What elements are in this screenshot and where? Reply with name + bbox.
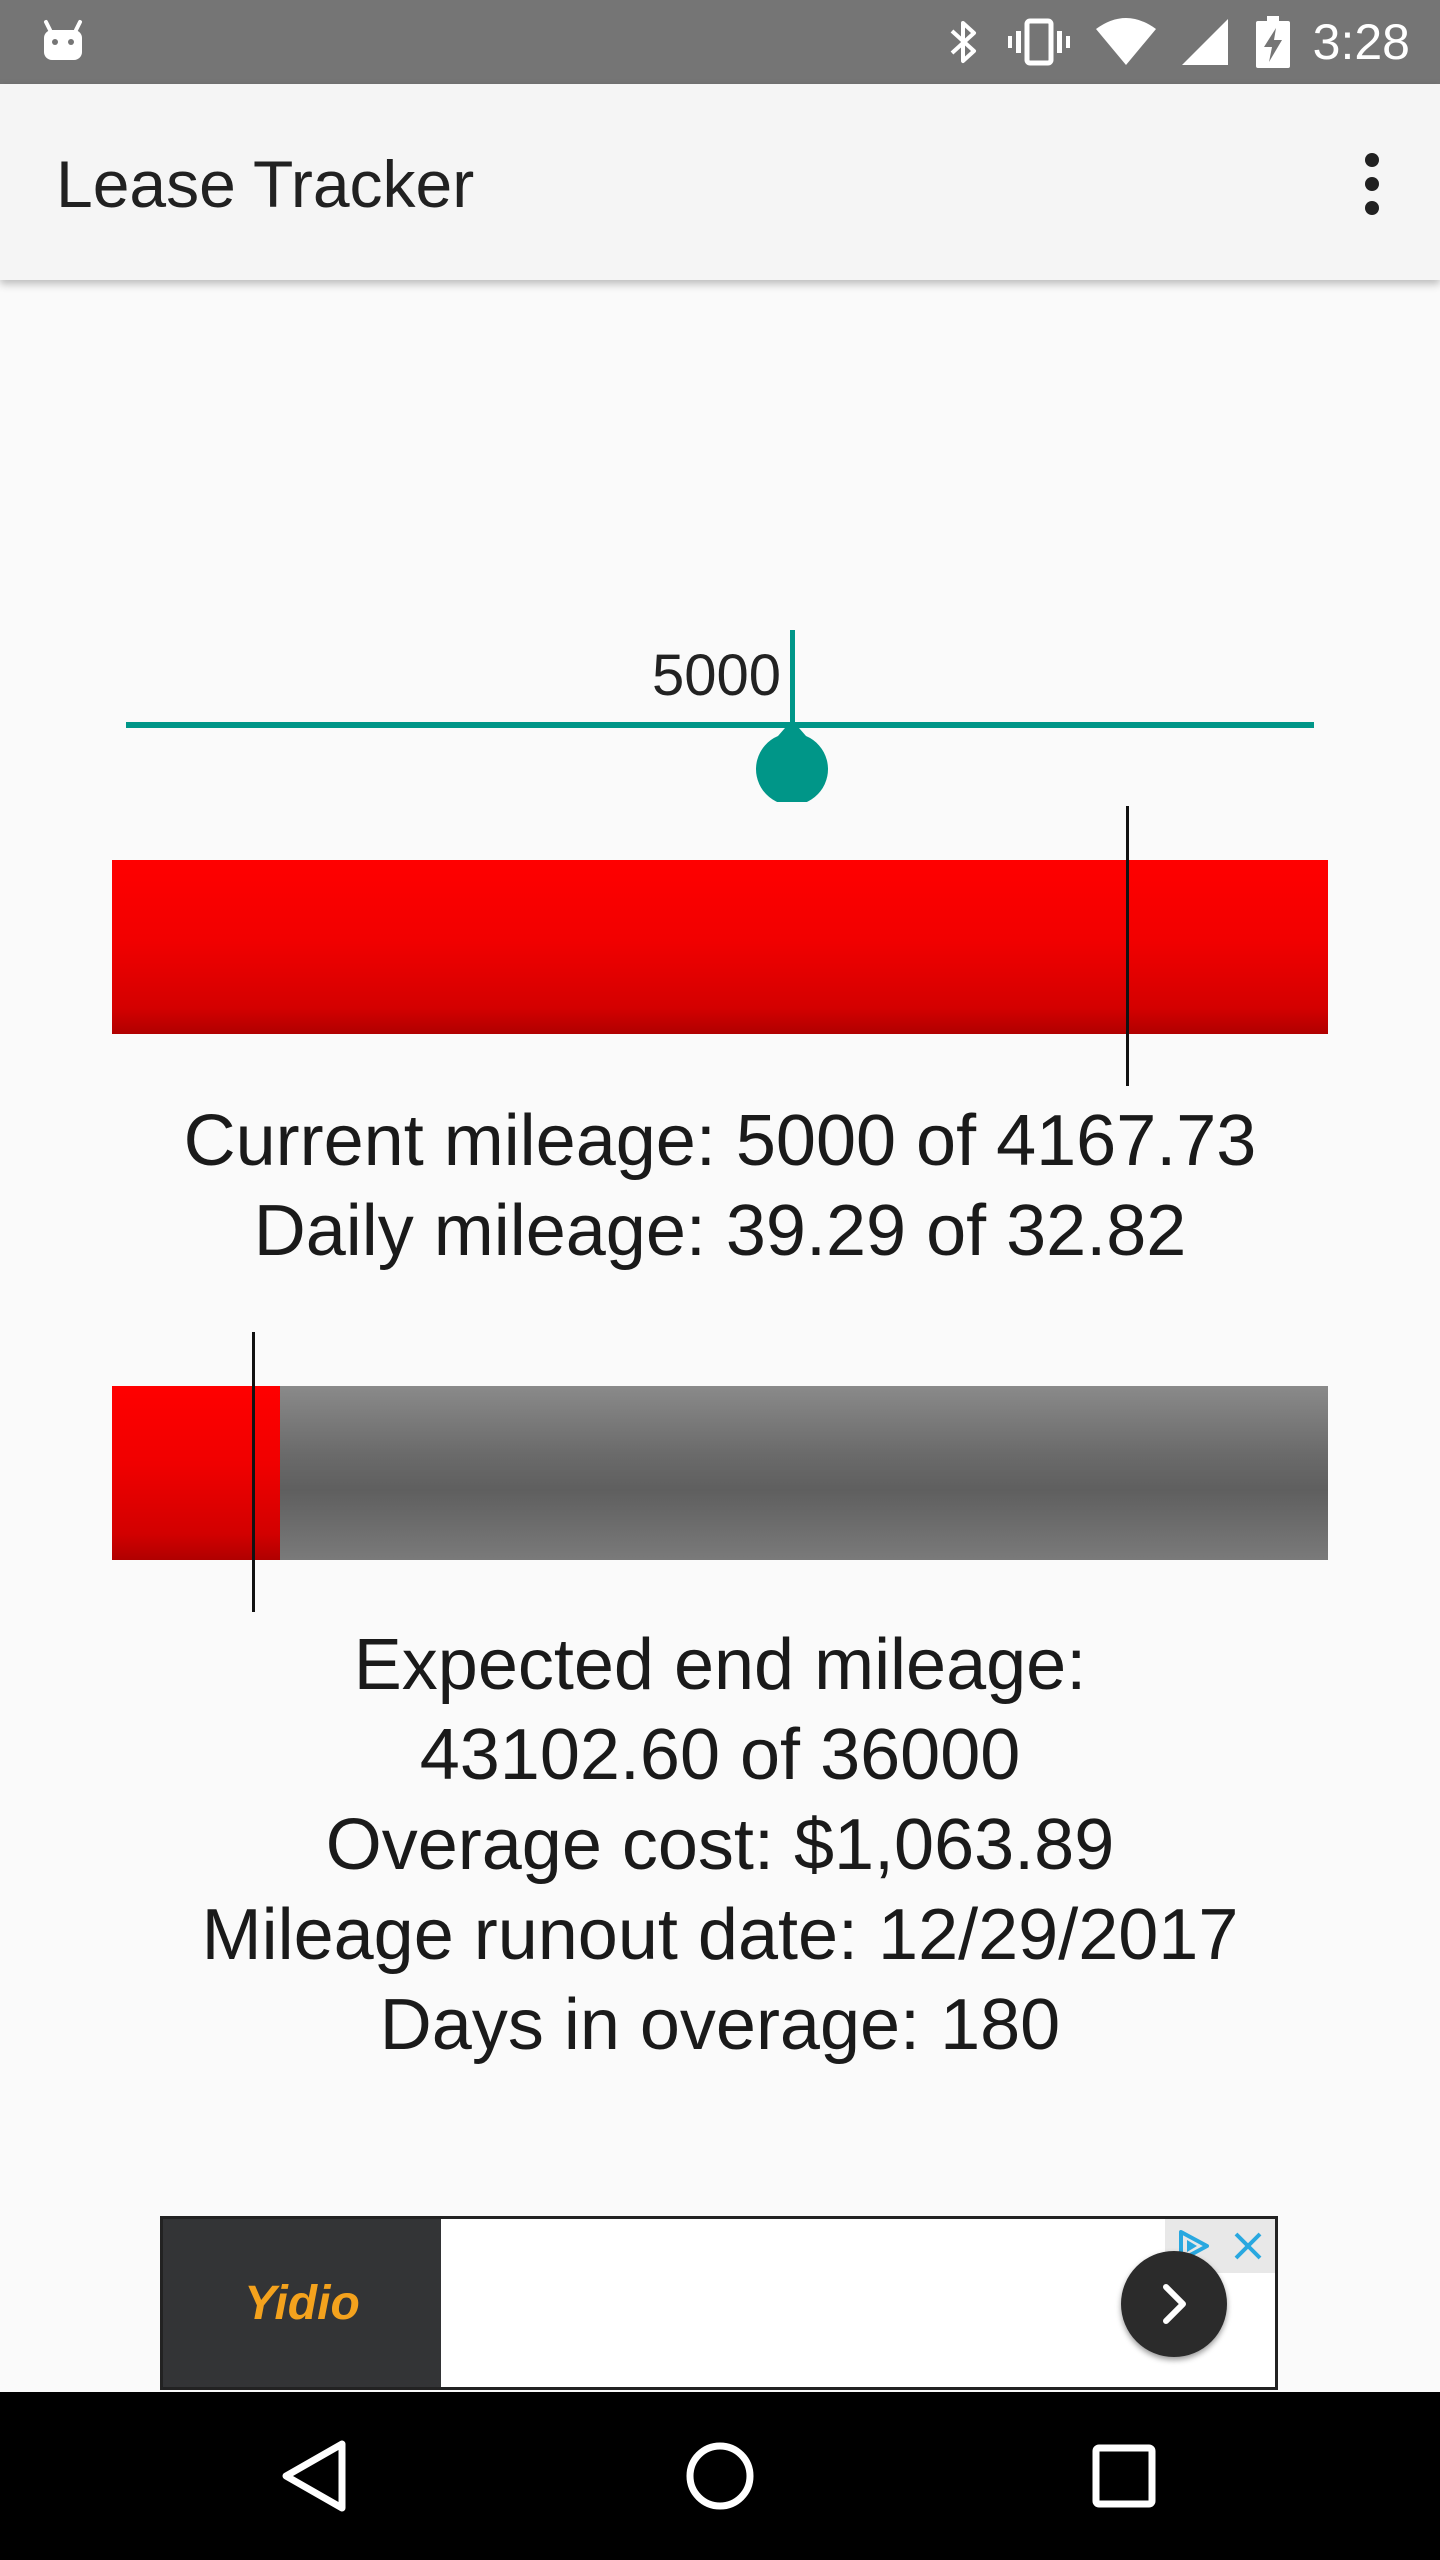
mileage-progress-bar (112, 860, 1328, 1034)
status-icons (946, 16, 1290, 68)
nav-bar (0, 2392, 1440, 2560)
ad-close-icon[interactable] (1228, 2226, 1268, 2266)
android-icon (44, 20, 82, 60)
daily-mileage-text: Daily mileage: 39.29 of 32.82 (253, 1191, 1187, 1271)
mileage-slider[interactable]: 5000 (126, 620, 1314, 810)
status-bar: 3:28 (0, 0, 1440, 84)
status-time: 3:28 (1312, 14, 1410, 70)
ad-banner[interactable]: Yidio (160, 2216, 1278, 2390)
mileage-target-marker (1126, 806, 1129, 1086)
slider-value-input[interactable]: 5000 (652, 643, 782, 708)
more-vert-icon[interactable] (1344, 148, 1400, 220)
slider-track[interactable] (126, 722, 1314, 728)
lease-time-bar (112, 1386, 1328, 1560)
bluetooth-icon (950, 21, 976, 63)
overage-cost-text: Overage cost: $1,063.89 (325, 1805, 1115, 1885)
app-title: Lease Tracker (56, 147, 475, 221)
cell-signal-icon (1182, 19, 1228, 65)
vibrate-icon (1008, 18, 1070, 66)
days-in-overage-text: Days in overage: 180 (379, 1985, 1061, 2065)
ad-choices-icon[interactable] (1173, 2226, 1213, 2266)
current-mileage-text: Current mileage: 5000 of 4167.73 (183, 1101, 1257, 1181)
lease-time-marker (252, 1332, 255, 1612)
back-icon[interactable] (276, 2436, 356, 2516)
slider-handle[interactable] (756, 720, 828, 802)
wifi-icon (1096, 18, 1156, 65)
app-bar: Lease Tracker (0, 84, 1440, 280)
text-cursor (790, 630, 795, 726)
summary-info: Expected end mileage: 43102.60 of 36000 … (0, 1620, 1440, 2070)
chevron-right-icon (1163, 2284, 1186, 2324)
ad-next-button[interactable] (1121, 2251, 1227, 2357)
recents-icon[interactable] (1084, 2436, 1164, 2516)
expected-end-value: 43102.60 of 36000 (419, 1715, 1021, 1795)
home-icon[interactable] (680, 2436, 760, 2516)
current-info: Current mileage: 5000 of 4167.73 Daily m… (0, 1096, 1440, 1276)
ad-brand-logo[interactable]: Yidio (163, 2219, 441, 2387)
expected-end-label: Expected end mileage: (353, 1625, 1087, 1705)
battery-charging-icon (1256, 16, 1290, 68)
runout-date-text: Mileage runout date: 12/29/2017 (201, 1895, 1239, 1975)
